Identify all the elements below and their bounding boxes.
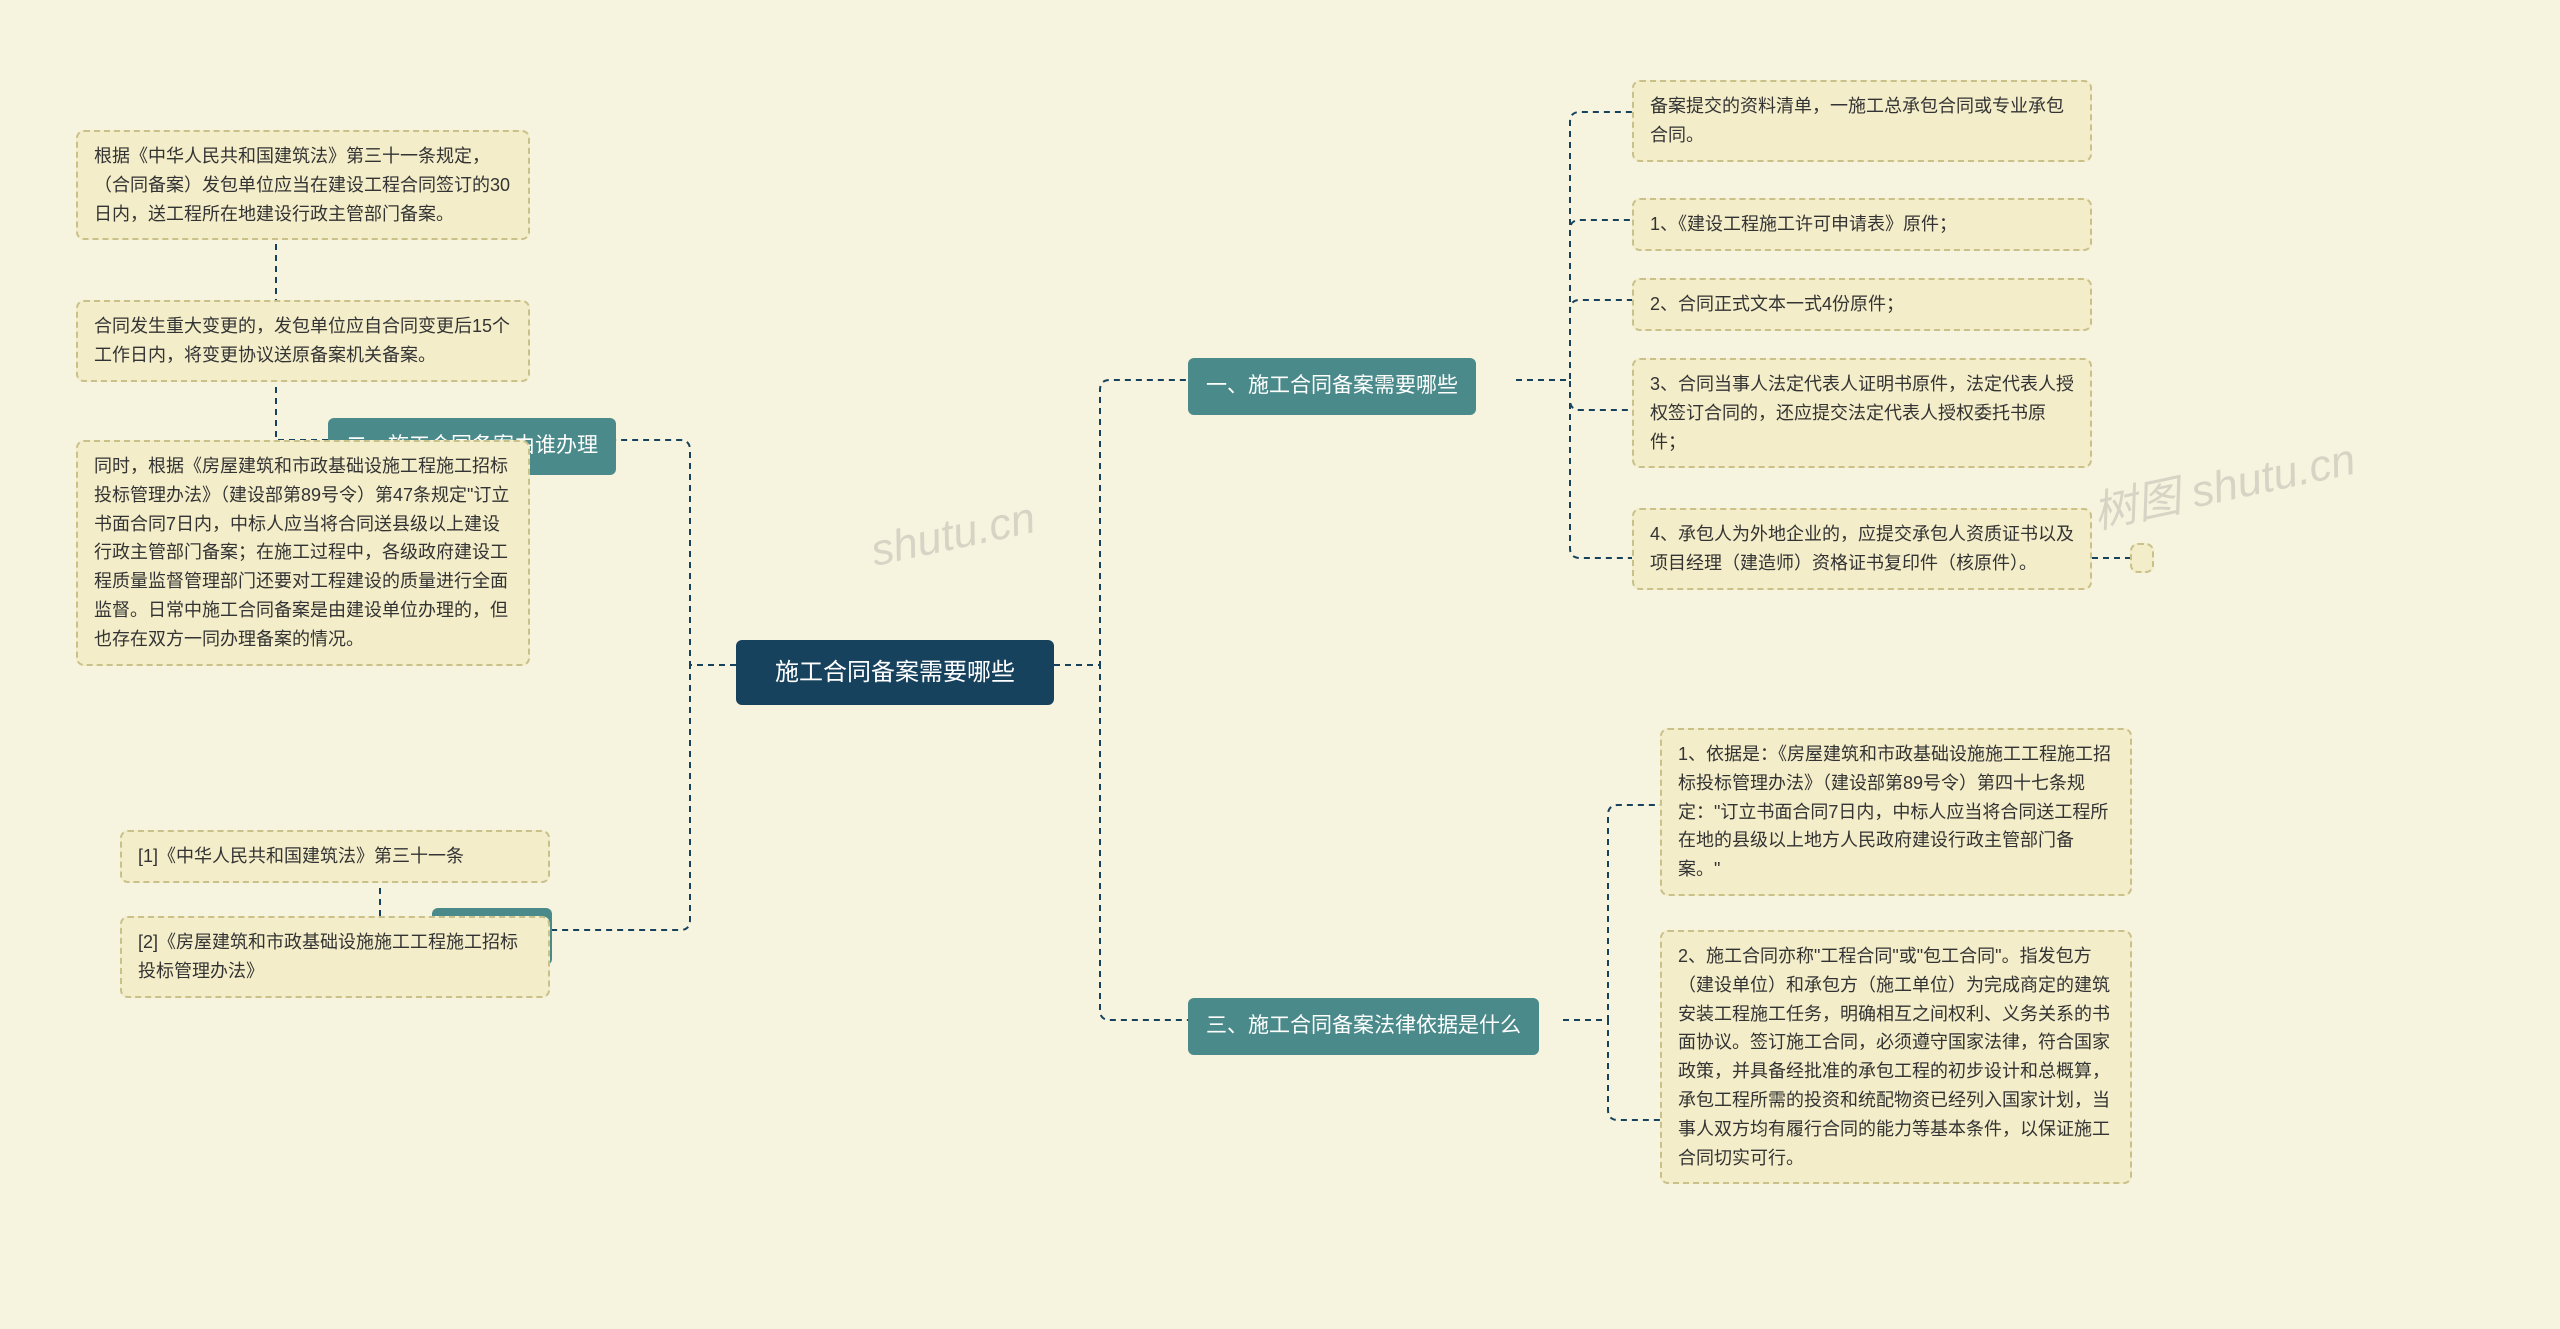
branch-1: 一、施工合同备案需要哪些 bbox=[1188, 358, 1476, 415]
leaf-text: 1、依据是：《房屋建筑和市政基础设施施工工程施工招标投标管理办法》（建设部第89… bbox=[1678, 744, 2111, 879]
branch-1-leaf-3: 3、合同当事人法定代表人证明书原件，法定代表人授权签订合同的，还应提交法定代表人… bbox=[1632, 358, 2092, 468]
mindmap-root: 施工合同备案需要哪些 bbox=[736, 640, 1054, 705]
branch-3: 三、施工合同备案法律依据是什么 bbox=[1188, 998, 1539, 1055]
branch-2-leaf-1: 合同发生重大变更的，发包单位应自合同变更后15个工作日内，将变更协议送原备案机关… bbox=[76, 300, 530, 382]
branch-2-leaf-0: 根据《中华人民共和国建筑法》第三十一条规定，（合同备案）发包单位应当在建设工程合… bbox=[76, 130, 530, 240]
leaf-text: 备案提交的资料清单，一施工总承包合同或专业承包合同。 bbox=[1650, 96, 2064, 145]
watermark-1: shutu.cn bbox=[867, 493, 1040, 576]
branch-1-leaf-2: 2、合同正式文本一式4份原件； bbox=[1632, 278, 2092, 331]
leaf-text: [2]《房屋建筑和市政基础设施施工工程施工招标投标管理办法》 bbox=[138, 932, 518, 981]
branch-1-leaf-0: 备案提交的资料清单，一施工总承包合同或专业承包合同。 bbox=[1632, 80, 2092, 162]
root-label: 施工合同备案需要哪些 bbox=[775, 659, 1015, 686]
branch-2-leaf-2: 同时，根据《房屋建筑和市政基础设施工程施工招标投标管理办法》（建设部第89号令）… bbox=[76, 440, 530, 666]
leaf-text: 1、《建设工程施工许可申请表》原件； bbox=[1650, 214, 1957, 234]
leaf-text: 4、承包人为外地企业的，应提交承包人资质证书以及项目经理（建造师）资格证书复印件… bbox=[1650, 524, 2074, 573]
watermark-text: 树图 shutu.cn bbox=[2089, 435, 2360, 538]
leaf-text: 同时，根据《房屋建筑和市政基础设施工程施工招标投标管理办法》（建设部第89号令）… bbox=[94, 456, 509, 649]
branch-4-leaf-0: [1]《中华人民共和国建筑法》第三十一条 bbox=[120, 830, 550, 883]
branch-1-leaf-4-extra bbox=[2130, 543, 2154, 573]
branch-4-leaf-1: [2]《房屋建筑和市政基础设施施工工程施工招标投标管理办法》 bbox=[120, 916, 550, 998]
watermark-text: shutu.cn bbox=[867, 493, 1040, 576]
branch-1-leaf-4: 4、承包人为外地企业的，应提交承包人资质证书以及项目经理（建造师）资格证书复印件… bbox=[1632, 508, 2092, 590]
branch-1-leaf-1: 1、《建设工程施工许可申请表》原件； bbox=[1632, 198, 2092, 251]
leaf-text: 3、合同当事人法定代表人证明书原件，法定代表人授权签订合同的，还应提交法定代表人… bbox=[1650, 374, 2074, 452]
leaf-text: 2、施工合同亦称"工程合同"或"包工合同"。指发包方（建设单位）和承包方（施工单… bbox=[1678, 946, 2110, 1168]
branch-3-leaf-1: 2、施工合同亦称"工程合同"或"包工合同"。指发包方（建设单位）和承包方（施工单… bbox=[1660, 930, 2132, 1184]
leaf-text: 根据《中华人民共和国建筑法》第三十一条规定，（合同备案）发包单位应当在建设工程合… bbox=[94, 146, 510, 224]
leaf-text: 2、合同正式文本一式4份原件； bbox=[1650, 294, 1904, 314]
branch-3-leaf-0: 1、依据是：《房屋建筑和市政基础设施施工工程施工招标投标管理办法》（建设部第89… bbox=[1660, 728, 2132, 896]
watermark-2: 树图 shutu.cn bbox=[2086, 423, 2360, 541]
leaf-text: [1]《中华人民共和国建筑法》第三十一条 bbox=[138, 846, 464, 866]
branch-3-label: 三、施工合同备案法律依据是什么 bbox=[1206, 1014, 1521, 1037]
branch-1-label: 一、施工合同备案需要哪些 bbox=[1206, 374, 1458, 397]
leaf-text: 合同发生重大变更的，发包单位应自合同变更后15个工作日内，将变更协议送原备案机关… bbox=[94, 316, 510, 365]
